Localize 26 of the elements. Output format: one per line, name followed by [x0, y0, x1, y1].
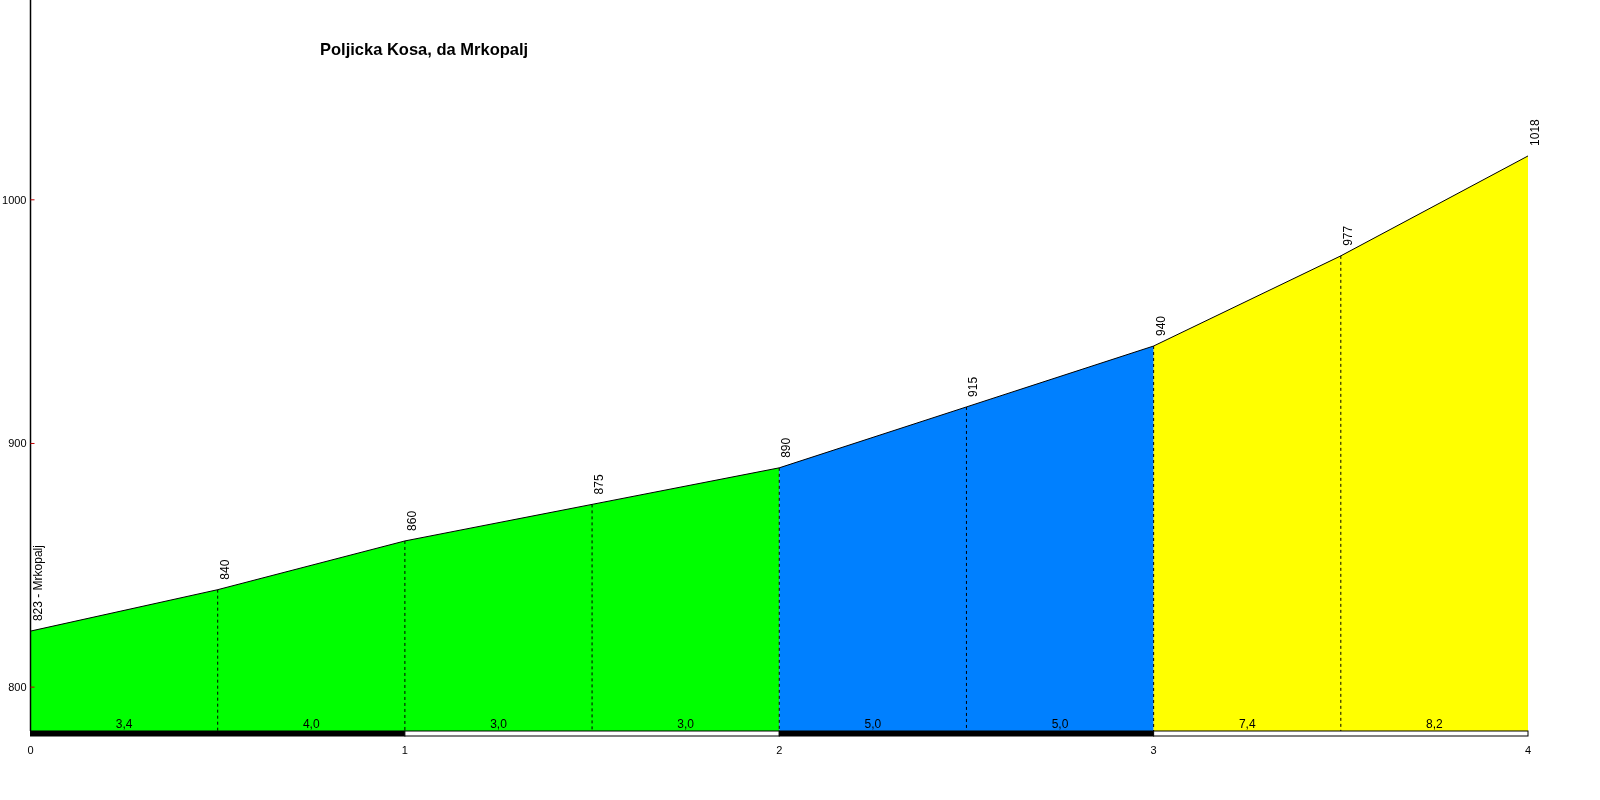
data-label: 1018 [1528, 118, 1542, 146]
data-label: 940 [1153, 315, 1168, 337]
text: Poljicka Kosa, da Mrkopalj [320, 40, 529, 58]
annotation: 8,2 [1426, 717, 1444, 731]
annotation: 4,0 [302, 717, 320, 731]
data-label: 977 [1340, 225, 1355, 246]
y-tick-label: 900 [8, 437, 27, 450]
data-label: 915 [966, 376, 981, 397]
y-tick-label: 800 [8, 681, 27, 694]
annotation: 3,4 [115, 717, 133, 731]
data-label: 860 [404, 510, 419, 531]
annotation: 5,0 [1051, 717, 1069, 731]
x-tick-label: 3 [1150, 744, 1157, 756]
annotation: 3,0 [677, 717, 695, 731]
y-tick-label: 1000 [2, 193, 27, 206]
x-tick-label: 1 [401, 744, 408, 756]
annotation: 5,0 [864, 717, 882, 731]
x-tick-label: 0 [27, 744, 34, 756]
data-label: 890 [779, 437, 794, 458]
x-tick-label: 2 [776, 744, 783, 756]
data-label: 875 [592, 474, 607, 495]
annotation: 3,0 [490, 717, 508, 731]
x-tick-label: 4 [1524, 744, 1532, 756]
data-label: 840 [217, 559, 232, 580]
data-label: 823 - Mrkopalj [30, 545, 45, 622]
annotation: 7,4 [1238, 717, 1256, 731]
